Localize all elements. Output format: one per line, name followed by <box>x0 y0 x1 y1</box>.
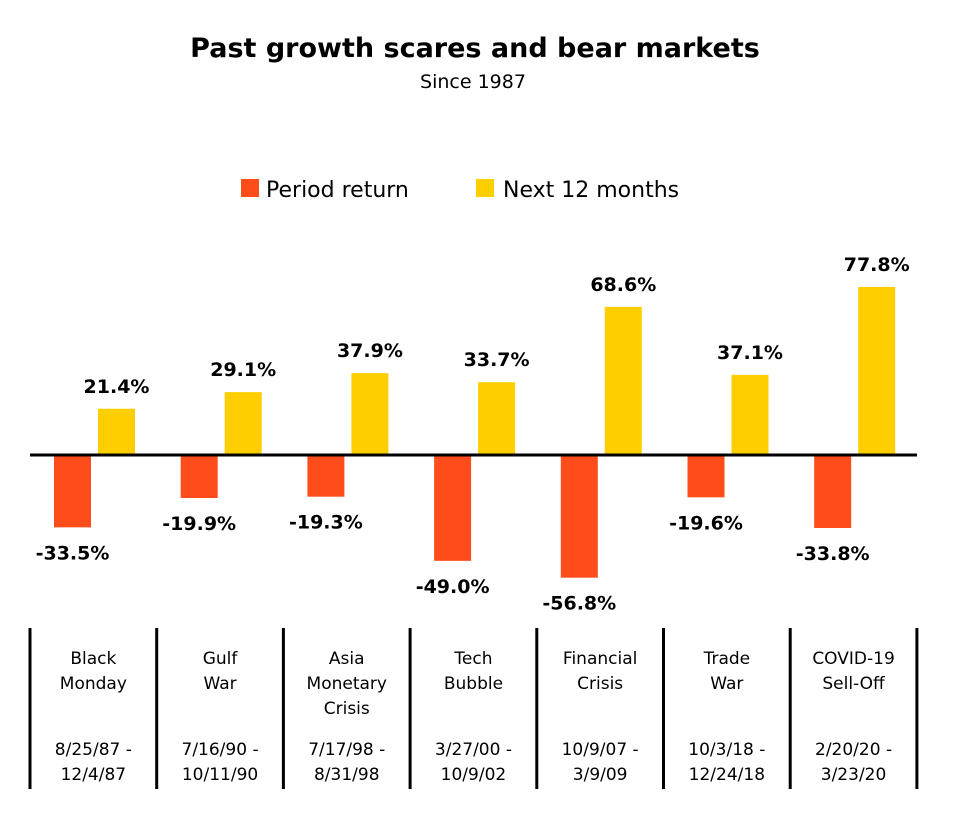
bar-next-12-months <box>224 392 262 455</box>
category-date-line: 7/16/90 - <box>182 740 259 760</box>
category-date-line: 2/20/20 - <box>815 740 892 760</box>
data-label-period-return: -19.9% <box>162 513 236 535</box>
category-date-line: 12/24/18 <box>689 765 765 785</box>
legend-label-period-return: Period return <box>266 178 409 203</box>
category-name-line: Crisis <box>577 674 623 694</box>
bar-period-return <box>434 455 472 561</box>
bar-period-return <box>560 455 598 578</box>
bar-period-return <box>814 455 852 529</box>
legend: Period return Next 12 months <box>241 178 679 203</box>
data-label-next-12-months: 29.1% <box>210 359 276 381</box>
bar-next-12-months <box>351 373 389 455</box>
category-name-line: Tech <box>453 649 492 669</box>
bar-period-return <box>180 455 218 498</box>
data-label-next-12-months: 37.1% <box>717 342 783 364</box>
data-label-next-12-months: 21.4% <box>84 376 150 398</box>
category-name-line: War <box>710 674 743 694</box>
category-name-line: Crisis <box>324 699 370 719</box>
bars-layer <box>54 286 896 578</box>
data-label-next-12-months: 68.6% <box>590 274 656 296</box>
category-date-line: 8/25/87 - <box>55 740 132 760</box>
bar-next-12-months <box>478 382 516 455</box>
category-date-line: 3/9/09 <box>573 765 628 785</box>
chart-subtitle: Since 1987 <box>420 71 526 93</box>
category-name-line: Monday <box>60 674 127 694</box>
bar-period-return <box>687 455 725 498</box>
category-name-line: Sell-Off <box>822 674 886 694</box>
bar-next-12-months <box>604 306 642 455</box>
category-date-line: 3/23/20 <box>821 765 887 785</box>
category-name-line: Bubble <box>444 674 503 694</box>
data-label-period-return: -33.5% <box>36 542 110 564</box>
category-name-line: Gulf <box>203 649 239 669</box>
category-date-line: 10/9/02 <box>441 765 507 785</box>
data-label-next-12-months: 77.8% <box>844 254 910 276</box>
legend-swatch-next-12-months <box>476 179 494 197</box>
category-name-line: Black <box>70 649 116 669</box>
category-date-line: 12/4/87 <box>61 765 127 785</box>
category-date-line: 3/27/00 - <box>435 740 512 760</box>
category-date-line: 8/31/98 <box>314 765 380 785</box>
category-name-line: Monetary <box>307 674 387 694</box>
category-date-line: 10/9/07 - <box>562 740 639 760</box>
category-date-line: 7/17/98 - <box>308 740 385 760</box>
category-name-line: Asia <box>329 649 365 669</box>
legend-swatch-period-return <box>241 179 259 197</box>
bar-period-return <box>54 455 91 528</box>
data-label-period-return: -19.3% <box>289 512 363 534</box>
category-date-line: 10/3/18 - <box>688 740 765 760</box>
data-label-next-12-months: 37.9% <box>337 340 403 362</box>
category-table: Black Monday 8/25/87 - 12/4/87 Gulf War 7/16/9… <box>28 628 919 789</box>
category-name-line: Financial <box>563 649 637 669</box>
data-label-period-return: -49.0% <box>416 576 490 598</box>
data-label-period-return: -19.6% <box>669 512 743 534</box>
category-name-line: Trade <box>703 649 751 669</box>
bar-period-return <box>307 455 345 497</box>
chart-title: Past growth scares and bear markets <box>190 33 760 64</box>
category-name-line: War <box>203 674 236 694</box>
category-name-line: COVID-19 <box>812 649 894 669</box>
legend-label-next-12-months: Next 12 months <box>503 178 679 203</box>
bar-next-12-months <box>98 408 135 455</box>
category-date-line: 10/11/90 <box>182 765 258 785</box>
bar-next-12-months <box>858 286 896 455</box>
bar-next-12-months <box>731 374 769 455</box>
data-label-next-12-months: 33.7% <box>464 349 530 371</box>
data-labels-layer: -33.5% 21.4% -19.9% 29.1% -19.3% 37.9% -49.0% 3… <box>36 254 910 615</box>
data-label-period-return: -33.8% <box>796 543 870 565</box>
data-label-period-return: -56.8% <box>542 593 616 615</box>
